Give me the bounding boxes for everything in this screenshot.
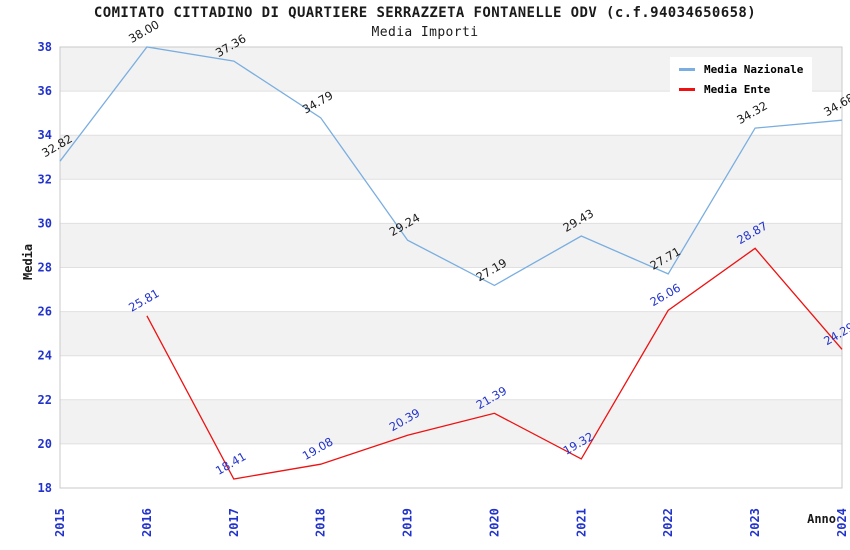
plot-area-border bbox=[59, 46, 843, 489]
y-tick-label: 24 bbox=[38, 349, 52, 363]
y-tick-label: 34 bbox=[38, 128, 52, 142]
x-tick-label: 2022 bbox=[661, 508, 675, 537]
y-tick-label: 18 bbox=[38, 481, 52, 495]
data-label-media-ente: 26.06 bbox=[647, 281, 683, 310]
chart-title: COMITATO CITTADINO DI QUARTIERE SERRAZZE… bbox=[93, 5, 757, 21]
legend-swatch-media-ente bbox=[679, 87, 695, 91]
legend-item-media-ente: Media Ente bbox=[670, 83, 812, 96]
data-label-media-ente: 25.81 bbox=[126, 286, 162, 315]
x-tick-label: 2016 bbox=[140, 508, 154, 537]
y-tick-label: 32 bbox=[38, 172, 52, 186]
data-label-media-nazionale: 34.68 bbox=[821, 90, 850, 119]
legend-label: Media Nazionale bbox=[704, 62, 804, 76]
y-tick-label: 20 bbox=[38, 437, 52, 451]
data-label-media-nazionale: 38.00 bbox=[126, 17, 162, 46]
series-line-media-ente bbox=[146, 247, 843, 480]
y-tick-label: 36 bbox=[38, 84, 52, 98]
legend-item-media-nazionale: Media Nazionale bbox=[670, 63, 812, 76]
plot-band bbox=[60, 135, 842, 180]
plot-band bbox=[60, 399, 842, 444]
x-tick-label: 2021 bbox=[574, 508, 588, 537]
data-label-media-nazionale: 34.79 bbox=[300, 88, 336, 117]
x-tick-label: 2015 bbox=[53, 508, 67, 537]
y-tick-label: 28 bbox=[38, 261, 52, 275]
y-tick-label: 22 bbox=[38, 393, 52, 407]
y-tick-label: 38 bbox=[38, 40, 52, 54]
x-tick-label: 2020 bbox=[487, 508, 501, 537]
x-tick-label: 2017 bbox=[227, 508, 241, 537]
x-tick-label: 2023 bbox=[748, 508, 762, 537]
x-tick-label: 2019 bbox=[401, 508, 415, 537]
legend-swatch-media-nazionale bbox=[679, 67, 695, 71]
y-axis-title: Media bbox=[21, 244, 35, 280]
y-tick-label: 26 bbox=[38, 305, 52, 319]
chart-subtitle: Media Importi bbox=[371, 25, 479, 40]
legend-label: Media Ente bbox=[704, 82, 771, 96]
plot-band bbox=[60, 223, 842, 268]
plot-band bbox=[60, 311, 842, 356]
x-axis-title: Anno bbox=[807, 512, 836, 526]
x-tick-label: 2024 bbox=[835, 508, 849, 537]
y-tick-label: 30 bbox=[38, 216, 52, 230]
data-label-media-nazionale: 34.32 bbox=[734, 98, 770, 127]
x-tick-label: 2018 bbox=[314, 508, 328, 537]
legend-box: Media Nazionale Media Ente bbox=[670, 57, 812, 101]
series-line-media-nazionale bbox=[59, 46, 843, 287]
